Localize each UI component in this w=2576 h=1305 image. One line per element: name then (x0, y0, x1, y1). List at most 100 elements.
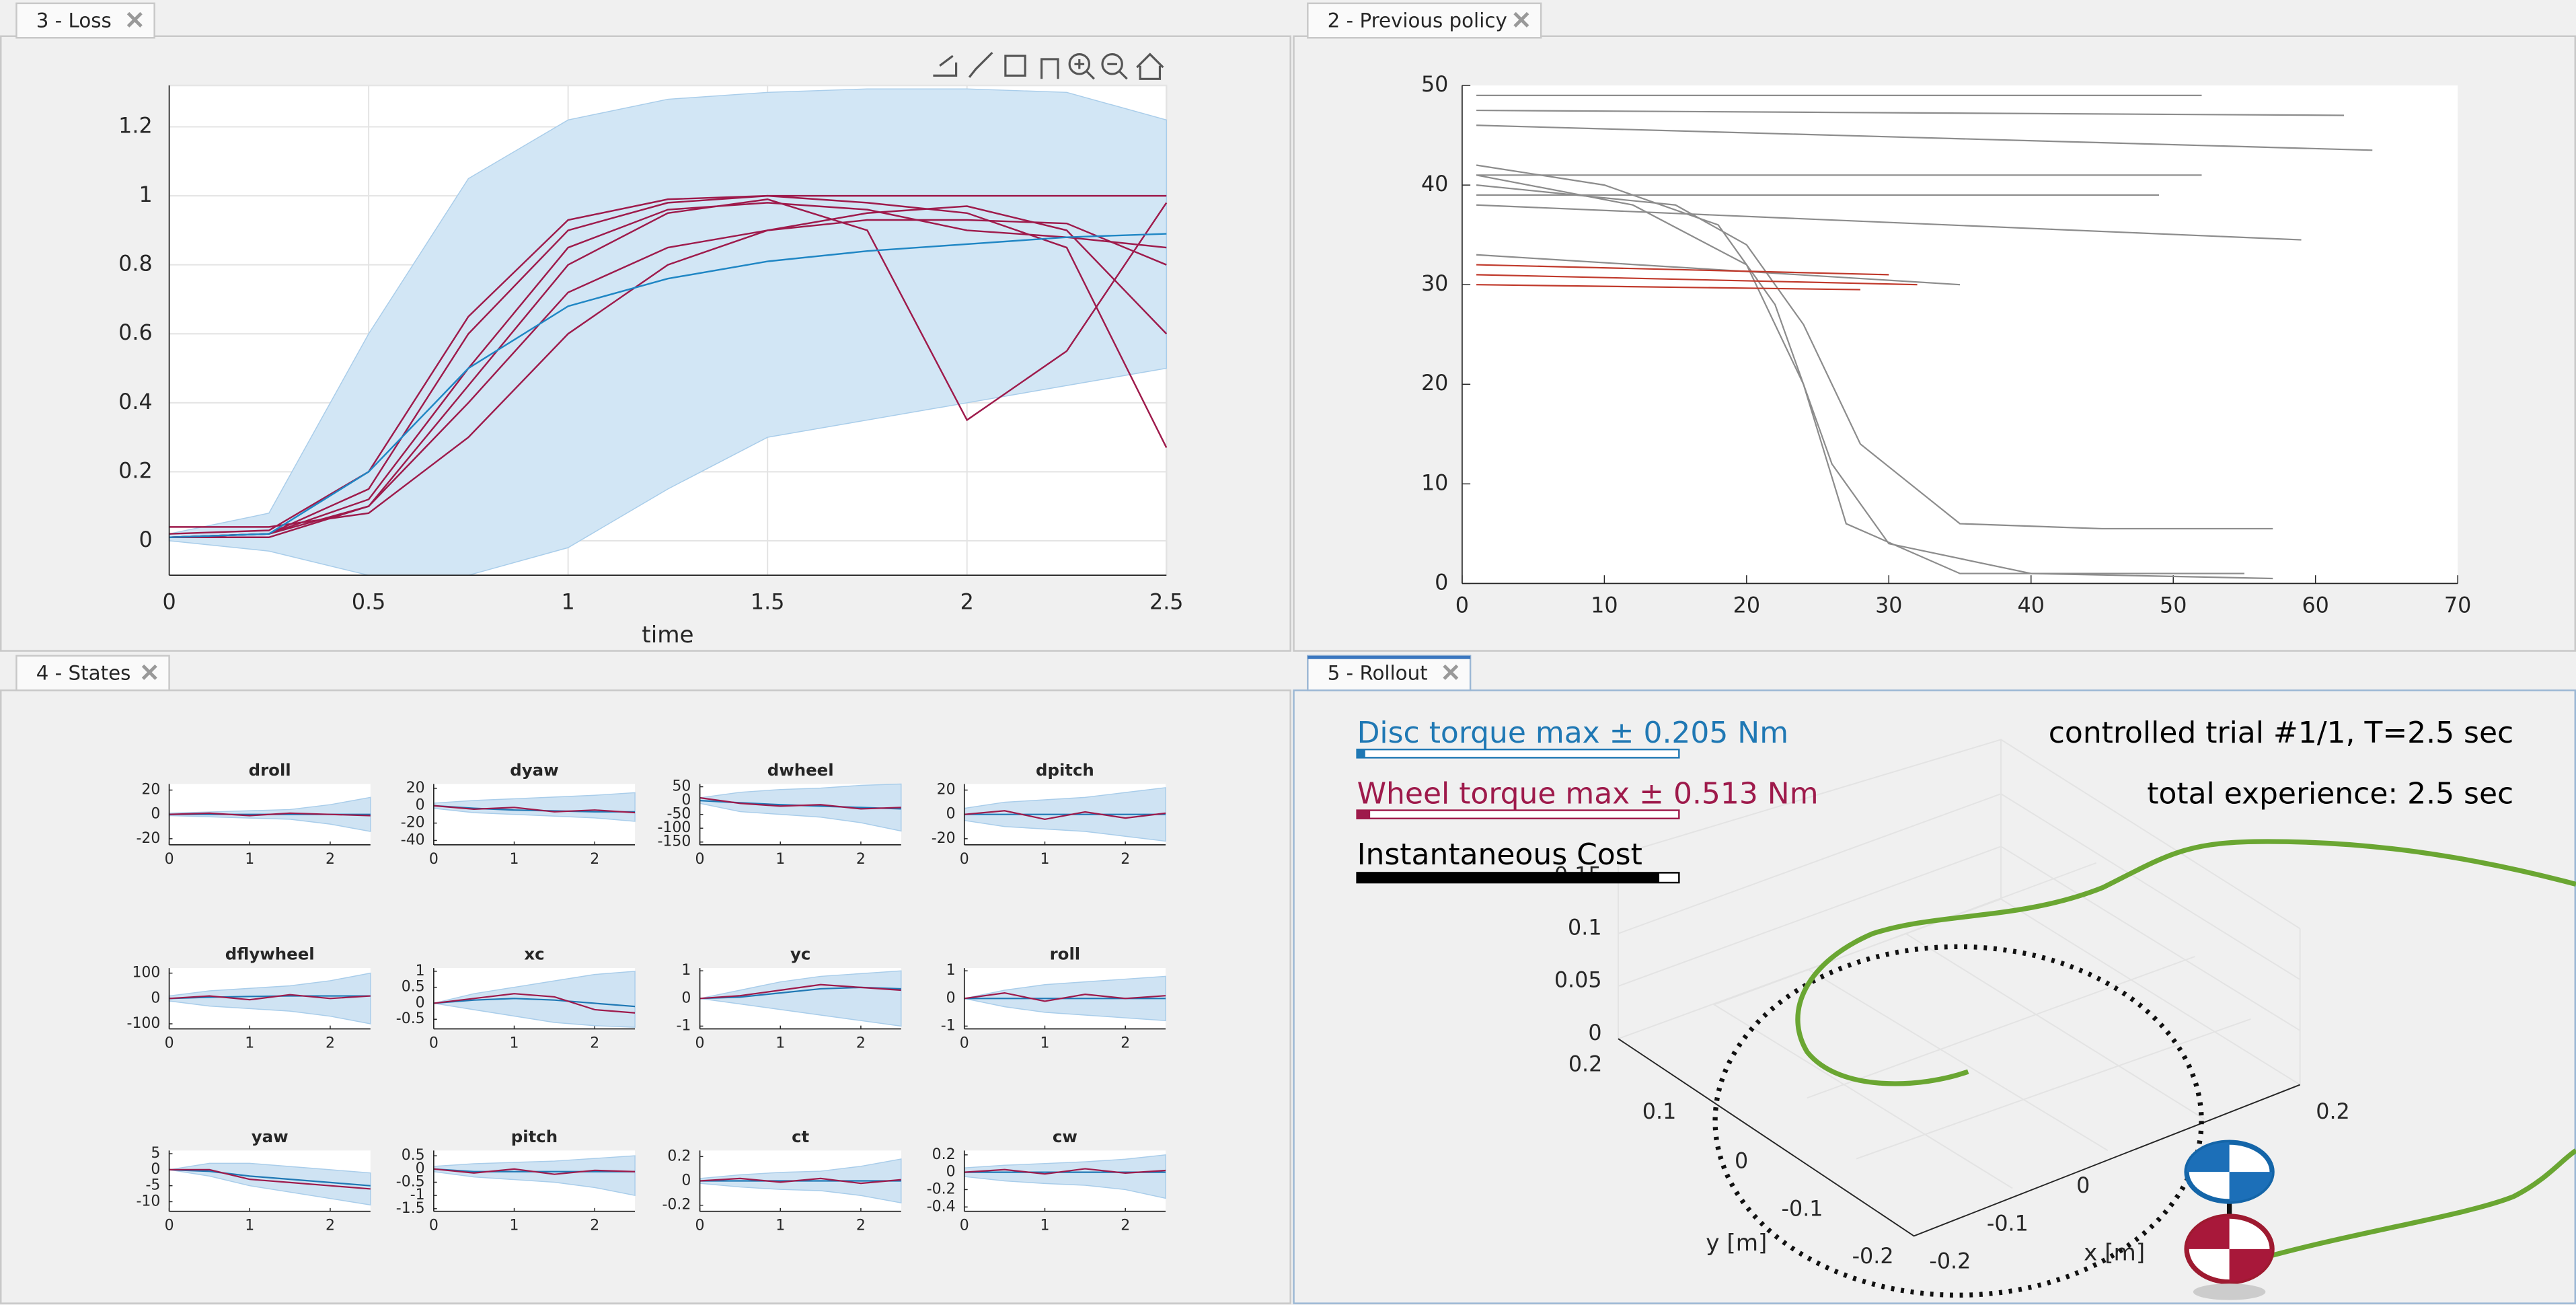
x-tick-label: 2.5 (1149, 591, 1183, 615)
y-tick-label: 0 (416, 1160, 425, 1177)
y-tick-label: -50 (667, 806, 691, 823)
x-tick-label: 0 (2076, 1174, 2090, 1198)
x-tick-label: 2 (960, 591, 974, 615)
pane-borders (0, 35, 2576, 1304)
data-line (1476, 184, 2273, 530)
y-tick-label: -0.1 (1782, 1197, 1823, 1221)
x-tick-label: 1 (775, 1035, 785, 1052)
x-tick-label: 1 (775, 851, 785, 868)
data-line (169, 202, 1167, 538)
x-tick-label: 2 (590, 851, 599, 868)
confidence-band (433, 792, 636, 822)
x-axis-label: time (642, 622, 693, 648)
y-tick-label: 0.1 (1642, 1100, 1676, 1124)
data-line (169, 1168, 371, 1190)
panel-title: dflywheel (225, 944, 315, 964)
x-tick-label: 1 (510, 851, 519, 868)
panel-title: dyaw (510, 760, 558, 780)
y-tick-label: -100 (658, 819, 691, 836)
data-line (169, 219, 1167, 538)
y-tick-label: 100 (132, 965, 160, 981)
y-tick-label: 0 (151, 1161, 160, 1178)
x-tick-label: 0 (960, 1218, 969, 1234)
3d-grid (1617, 739, 2301, 1189)
y-tick-label: -100 (127, 1015, 161, 1032)
y-tick-label: -0.5 (396, 1010, 425, 1027)
x-tick-label: 1 (1040, 1218, 1050, 1234)
y-tick-label: -20 (401, 815, 425, 831)
wheel-legend: Wheel torque max ± 0.513 Nm (1357, 777, 1819, 811)
tab[interactable]: 2 - Previous policy (1307, 2, 1542, 39)
cost-label: Instantaneous Cost (1357, 837, 1642, 872)
tab[interactable]: 5 - Rollout (1307, 655, 1472, 692)
tab-label: 5 - Rollout (1328, 661, 1428, 684)
y-tick-label: -0.2 (927, 1181, 956, 1197)
trial-info: controlled trial #1/1, T=2.5 sec (2049, 716, 2513, 750)
data-line (169, 1168, 371, 1187)
x-tick-label: 0 (429, 1218, 439, 1234)
panel-title: pitch (511, 1127, 558, 1146)
trajectory (1795, 839, 2576, 1086)
y-tick-label: 0 (681, 792, 691, 809)
x-tick-label: 0 (1455, 594, 1469, 618)
y-tick-label: 0.2 (118, 459, 152, 483)
data-line (433, 998, 636, 1008)
data-line (433, 993, 636, 1014)
axes-toolbar[interactable] (933, 52, 1164, 80)
data-line (169, 194, 1167, 538)
y-tick-label: 40 (1421, 172, 1448, 196)
x-tick-label: 2 (856, 1218, 866, 1234)
data-line (964, 810, 1166, 821)
confidence-band (433, 1155, 636, 1197)
y-tick-label: 1 (416, 963, 425, 979)
y-tick-label: -1.5 (396, 1200, 425, 1217)
y-tick-label: -1 (410, 1187, 425, 1203)
y-tick-label: -5 (145, 1177, 160, 1194)
y-tick-label: 0 (946, 990, 956, 1006)
data-line (1476, 254, 1961, 286)
data-line (1476, 284, 1861, 291)
x-tick-label: 2 (326, 851, 335, 868)
y-tick-label: 0.2 (932, 1146, 956, 1163)
y-tick-label: 20 (406, 780, 425, 796)
data-line (1476, 124, 2373, 151)
y-tick-label: 50 (1421, 73, 1448, 97)
y-tick-label: 20 (1421, 371, 1448, 396)
experience-info: total experience: 2.5 sec (2147, 777, 2513, 811)
tab[interactable]: 3 - Loss (15, 2, 155, 39)
x-tick-label: 1 (245, 1218, 254, 1234)
x-tick-label: 0 (165, 1035, 174, 1052)
x-tick-label: 2 (326, 1218, 335, 1234)
confidence-band (168, 972, 371, 1024)
panel-title: ct (792, 1127, 809, 1146)
y-tick-label: 20 (937, 782, 956, 798)
x-tick-label: 0 (165, 1218, 174, 1234)
y-tick-label: 30 (1421, 272, 1448, 296)
confidence-band (699, 970, 902, 1027)
data-line (169, 812, 371, 817)
tab[interactable]: 4 - States (15, 655, 170, 692)
x-tick-label: 1 (562, 591, 575, 615)
y-tick-label: -1 (941, 1017, 956, 1034)
data-line (433, 805, 636, 814)
y-tick-label: 1 (681, 962, 691, 979)
x-tick-label: 1 (510, 1035, 519, 1052)
y-tick-label: -0.4 (927, 1198, 956, 1215)
x-tick-label: 40 (2018, 594, 2045, 618)
data-line (169, 233, 1167, 538)
x-tick-label: -0.1 (1987, 1211, 2029, 1236)
data-line (964, 1168, 1166, 1175)
panel-title: droll (249, 760, 291, 780)
x-tick-label: 50 (2160, 594, 2187, 618)
y-tick-label: -10 (137, 1193, 161, 1209)
panel-title: xc (524, 944, 544, 964)
x-tick-label: 2 (856, 851, 866, 868)
tab-label: 3 - Loss (36, 9, 112, 32)
x-tick-label: 30 (1875, 594, 1902, 618)
y-tick-label: 1 (946, 962, 956, 979)
x-tick-label: 2 (590, 1218, 599, 1234)
data-line (169, 995, 371, 1000)
data-line (1476, 264, 1889, 276)
y-tick-label: 0 (416, 797, 425, 814)
y-tick-label: 0.8 (118, 252, 152, 276)
